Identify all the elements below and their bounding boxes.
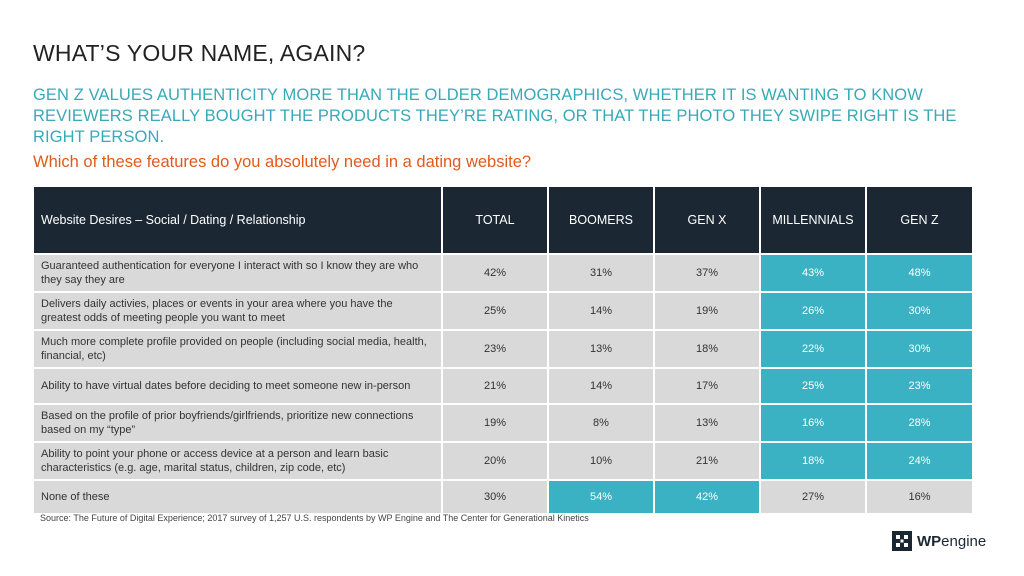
table-row: Guaranteed authentication for everyone I… — [32, 253, 974, 293]
table-row: None of these 30% 54% 42% 27% 16% — [32, 479, 974, 515]
value-cell: 37% — [653, 253, 761, 293]
value-cell: 54% — [547, 479, 655, 515]
value-cell: 13% — [547, 329, 655, 369]
value-cell: 43% — [759, 253, 867, 293]
table-row: Ability to point your phone or access de… — [32, 441, 974, 481]
value-cell: 22% — [759, 329, 867, 369]
value-cell: 25% — [441, 291, 549, 331]
column-header: MILLENNIALS — [759, 185, 867, 255]
value-cell: 28% — [865, 403, 974, 443]
value-cell: 21% — [653, 441, 761, 481]
value-cell: 16% — [759, 403, 867, 443]
value-cell: 10% — [547, 441, 655, 481]
value-cell: 23% — [865, 367, 974, 405]
column-header: TOTAL — [441, 185, 549, 255]
value-cell: 13% — [653, 403, 761, 443]
value-cell: 31% — [547, 253, 655, 293]
row-label: Ability to have virtual dates before dec… — [32, 367, 443, 405]
table-body: Guaranteed authentication for everyone I… — [32, 253, 974, 515]
value-cell: 30% — [865, 291, 974, 331]
page-title: WHAT’S YOUR NAME, AGAIN? — [33, 40, 366, 66]
row-label: Based on the profile of prior boyfriends… — [32, 403, 443, 443]
value-cell: 25% — [759, 367, 867, 405]
page-subtitle: GEN Z VALUES AUTHENTICITY MORE THAN THE … — [33, 86, 957, 146]
value-cell: 23% — [441, 329, 549, 369]
column-header: GEN X — [653, 185, 761, 255]
row-label: Much more complete profile provided on p… — [32, 329, 443, 369]
value-cell: 30% — [441, 479, 549, 515]
value-cell: 48% — [865, 253, 974, 293]
value-cell: 19% — [441, 403, 549, 443]
value-cell: 26% — [759, 291, 867, 331]
table-header-row: Website Desires – Social / Dating / Rela… — [32, 185, 974, 255]
value-cell: 20% — [441, 441, 549, 481]
value-cell: 30% — [865, 329, 974, 369]
column-header-desires: Website Desires – Social / Dating / Rela… — [32, 185, 443, 255]
row-label: Ability to point your phone or access de… — [32, 441, 443, 481]
value-cell: 42% — [653, 479, 761, 515]
column-header: BOOMERS — [547, 185, 655, 255]
value-cell: 8% — [547, 403, 655, 443]
table-row: Much more complete profile provided on p… — [32, 329, 974, 369]
value-cell: 21% — [441, 367, 549, 405]
survey-question: Which of these features do you absolutel… — [33, 153, 532, 171]
table-row: Delivers daily activies, places or event… — [32, 291, 974, 331]
value-cell: 14% — [547, 291, 655, 331]
value-cell: 14% — [547, 367, 655, 405]
results-table: Website Desires – Social / Dating / Rela… — [32, 185, 974, 515]
logo-mark-icon — [892, 531, 912, 551]
table-row: Based on the profile of prior boyfriends… — [32, 403, 974, 443]
row-label: Delivers daily activies, places or event… — [32, 291, 443, 331]
logo-engine-text: engine — [941, 532, 987, 550]
value-cell: 19% — [653, 291, 761, 331]
value-cell: 18% — [759, 441, 867, 481]
column-header: GEN Z — [865, 185, 974, 255]
source-note: Source: The Future of Digital Experience… — [40, 513, 589, 523]
logo-wp-text: WP — [917, 532, 942, 550]
value-cell: 24% — [865, 441, 974, 481]
row-label: Guaranteed authentication for everyone I… — [32, 253, 443, 293]
table-row: Ability to have virtual dates before dec… — [32, 367, 974, 405]
wp-engine-logo: WP engine — [892, 530, 986, 552]
value-cell: 16% — [865, 479, 974, 515]
value-cell: 27% — [759, 479, 867, 515]
value-cell: 18% — [653, 329, 761, 369]
value-cell: 42% — [441, 253, 549, 293]
value-cell: 17% — [653, 367, 761, 405]
row-label: None of these — [32, 479, 443, 515]
